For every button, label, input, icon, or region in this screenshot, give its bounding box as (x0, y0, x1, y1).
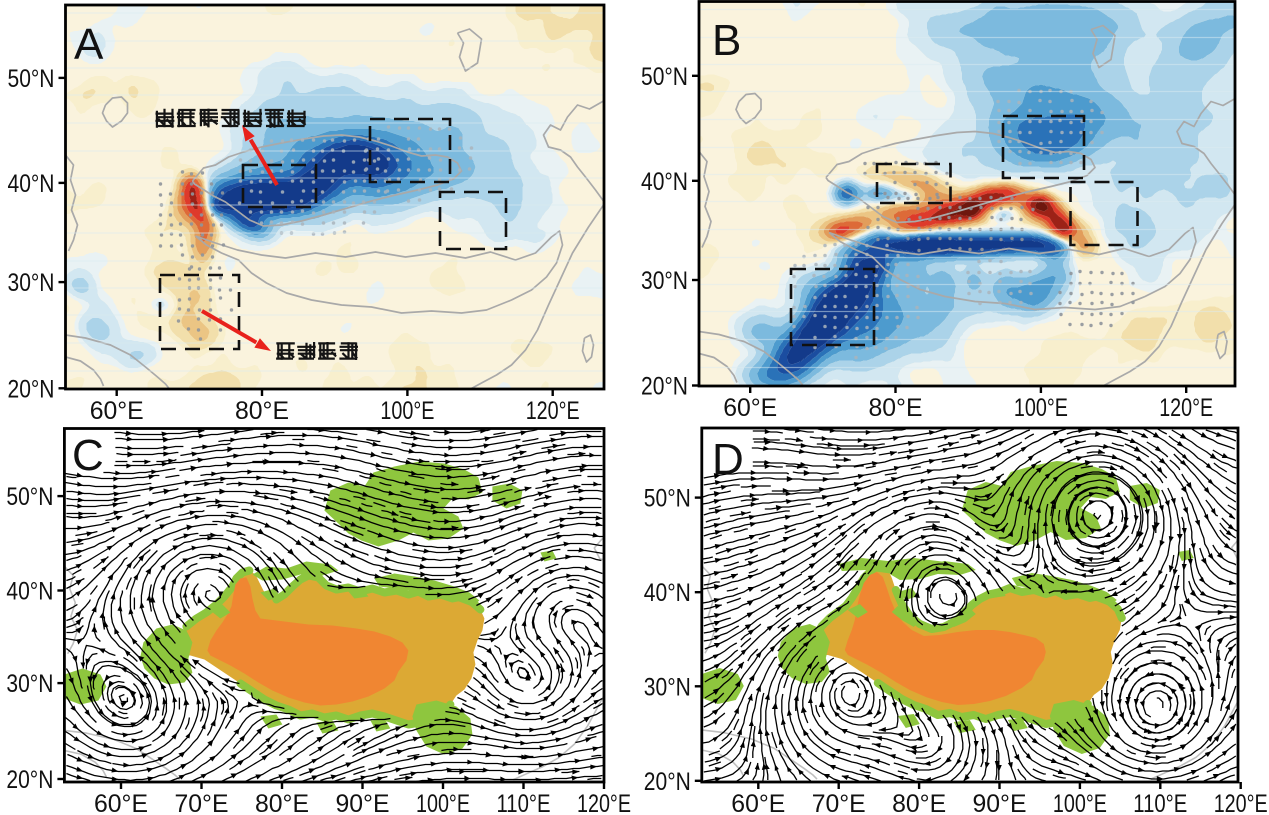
svg-text:60°E: 60°E (90, 397, 144, 425)
svg-text:70°E: 70°E (175, 790, 229, 815)
svg-text:50°N: 50°N (8, 65, 55, 93)
svg-text:110°E: 110°E (497, 790, 551, 815)
svg-text:70°E: 70°E (812, 790, 866, 815)
svg-text:80°E: 80°E (869, 394, 923, 422)
svg-text:30°N: 30°N (8, 269, 55, 297)
svg-text:A: A (74, 20, 104, 69)
svg-text:120°E: 120°E (577, 790, 631, 815)
svg-text:120°E: 120°E (526, 397, 580, 425)
svg-text:50°N: 50°N (644, 485, 691, 513)
svg-text:20°N: 20°N (8, 375, 55, 403)
svg-text:20°N: 20°N (641, 373, 688, 401)
svg-text:D: D (712, 435, 744, 484)
svg-text:80°E: 80°E (235, 397, 289, 425)
svg-text:80°E: 80°E (255, 790, 309, 815)
svg-text:30°N: 30°N (644, 673, 691, 701)
svg-text:40°N: 40°N (644, 579, 691, 607)
svg-text:90°E: 90°E (973, 790, 1027, 815)
svg-text:20°N: 20°N (644, 768, 691, 796)
svg-text:40°N: 40°N (8, 170, 55, 198)
svg-text:20°N: 20°N (6, 766, 53, 794)
svg-text:50°N: 50°N (6, 483, 53, 511)
svg-text:C: C (72, 431, 104, 480)
svg-text:80°E: 80°E (892, 790, 946, 815)
svg-text:50°N: 50°N (641, 63, 688, 91)
svg-text:30°N: 30°N (6, 670, 53, 698)
svg-text:120°E: 120°E (1159, 394, 1213, 422)
svg-text:100°E: 100°E (1014, 394, 1068, 422)
svg-text:100°E: 100°E (416, 790, 470, 815)
svg-text:60°E: 60°E (723, 394, 777, 422)
svg-text:100°E: 100°E (380, 397, 434, 425)
svg-text:40°N: 40°N (6, 578, 53, 606)
svg-text:60°E: 60°E (94, 790, 148, 815)
svg-text:110°E: 110°E (1133, 790, 1187, 815)
svg-text:90°E: 90°E (336, 790, 390, 815)
svg-text:60°E: 60°E (731, 790, 785, 815)
svg-text:B: B (712, 16, 741, 65)
svg-text:30°N: 30°N (641, 267, 688, 295)
svg-text:100°E: 100°E (1053, 790, 1107, 815)
svg-text:120°E: 120°E (1214, 790, 1268, 815)
svg-text:40°N: 40°N (641, 168, 688, 196)
